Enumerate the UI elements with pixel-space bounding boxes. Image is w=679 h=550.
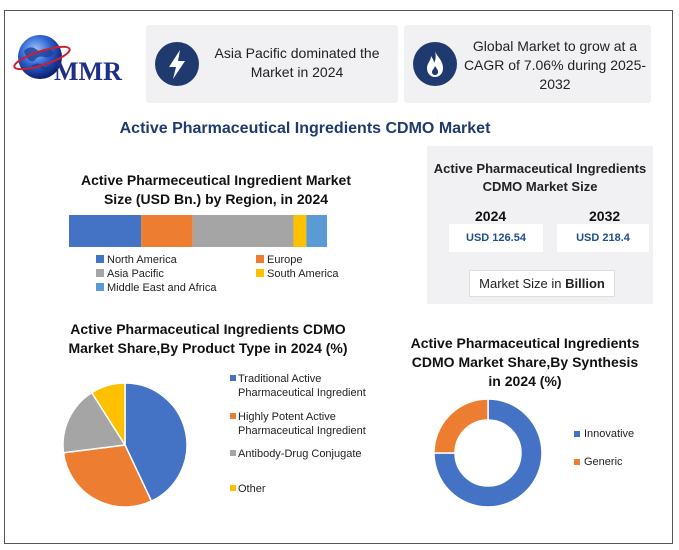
market-size-unit: Market Size in Billion bbox=[469, 270, 615, 297]
legend-label: Highly Potent Active Pharmaceutical Ingr… bbox=[238, 411, 366, 437]
legend-label: South America bbox=[267, 268, 339, 280]
bar-segment-north-america bbox=[69, 215, 142, 247]
legend-item-europe: Europe bbox=[256, 254, 302, 266]
legend-item-middle-east-and-africa: Middle East and Africa bbox=[96, 282, 216, 294]
legend-swatch bbox=[574, 459, 580, 465]
donut-slice-innovative bbox=[433, 398, 543, 508]
bar-segment-asia-pacific bbox=[192, 215, 294, 247]
legend-item-antibody-drug-conjugate: Antibody-Drug Conjugate bbox=[230, 447, 362, 461]
region-chart-title: Active Pharmeceutical Ingredient Market … bbox=[81, 172, 351, 207]
legend-label: Middle East and Africa bbox=[107, 282, 217, 294]
logo-text: MMR bbox=[54, 57, 122, 86]
legend-swatch bbox=[230, 485, 236, 491]
legend-item-highly-potent-active-pharmaceutical-ingredient: Highly Potent Active Pharmaceutical Ingr… bbox=[230, 410, 390, 438]
legend-label: North America bbox=[107, 254, 177, 266]
unit-bold: Billion bbox=[565, 276, 605, 291]
legend-item-south-america: South America bbox=[256, 268, 339, 280]
bar-segment-south-america bbox=[293, 215, 307, 247]
year-2024-label: 2024 bbox=[475, 208, 507, 224]
product-chart-title: Active Pharmaceutical Ingredients CDMO M… bbox=[68, 321, 348, 356]
pie-slice-antibody-drug-conjugate bbox=[62, 391, 127, 454]
pie-slice-traditional-active-pharmaceutical-ingredient bbox=[124, 382, 188, 503]
highlight-text-region: Asia Pacific dominated the Market in 202… bbox=[214, 45, 380, 80]
synthesis-chart-title: Active Pharmaceutical Ingredients CDMO M… bbox=[410, 335, 640, 389]
product-legend: Traditional Active Pharmaceutical Ingred… bbox=[230, 372, 390, 502]
legend-item-innovative: Innovative bbox=[574, 428, 634, 440]
year-2032-label: 2032 bbox=[589, 208, 621, 224]
bar-segment-europe bbox=[141, 215, 193, 247]
legend-swatch bbox=[96, 283, 104, 291]
legend-label: Traditional Active Pharmaceutical Ingred… bbox=[238, 373, 366, 399]
legend-item-asia-pacific: Asia Pacific bbox=[96, 268, 164, 280]
highlight-text-cagr: Global Market to grow at a CAGR of 7.06%… bbox=[463, 38, 647, 92]
legend-item-generic: Generic bbox=[574, 456, 623, 468]
product-pie-chart bbox=[62, 382, 188, 508]
market-size-panel: Active Pharmaceutical Ingredients CDMO M… bbox=[427, 146, 653, 304]
legend-item-north-america: North America bbox=[96, 254, 177, 266]
legend-label: Other bbox=[238, 483, 266, 495]
legend-item-other: Other bbox=[230, 482, 266, 496]
legend-item-traditional-active-pharmaceutical-ingredient: Traditional Active Pharmaceutical Ingred… bbox=[230, 372, 390, 400]
legend-label: Innovative bbox=[584, 428, 635, 440]
unit-prefix: Market Size in bbox=[479, 276, 562, 291]
legend-swatch bbox=[256, 255, 264, 263]
value-2032: USD 218.4 bbox=[557, 224, 649, 252]
donut-slice-generic bbox=[433, 398, 489, 454]
legend-label: Asia Pacific bbox=[107, 268, 164, 280]
lightning-icon bbox=[155, 42, 199, 86]
main-title: Active Pharmaceutical Ingredients CDMO M… bbox=[119, 120, 491, 137]
bar-segment-middle-east-and-africa bbox=[306, 215, 327, 247]
synthesis-legend: Innovative Generic bbox=[574, 428, 654, 472]
region-stacked-bar bbox=[69, 215, 327, 247]
legend-swatch bbox=[230, 375, 236, 381]
synthesis-donut-chart bbox=[433, 398, 543, 508]
market-size-title: Active Pharmaceutical Ingredients CDMO M… bbox=[433, 161, 647, 194]
highlight-box-region: Asia Pacific dominated the Market in 202… bbox=[146, 25, 398, 103]
value-2024: USD 126.54 bbox=[449, 224, 543, 252]
highlight-box-cagr: Global Market to grow at a CAGR of 7.06%… bbox=[404, 25, 651, 103]
legend-swatch bbox=[230, 450, 236, 456]
mmr-logo: MMR bbox=[12, 27, 140, 89]
legend-swatch bbox=[230, 413, 236, 419]
legend-swatch bbox=[256, 269, 264, 277]
flame-icon bbox=[413, 42, 457, 86]
globe-icon bbox=[13, 35, 71, 79]
legend-label: Europe bbox=[267, 254, 303, 266]
legend-label: Antibody-Drug Conjugate bbox=[238, 448, 362, 460]
legend-swatch bbox=[96, 269, 104, 277]
pie-slice-other bbox=[90, 382, 126, 448]
legend-swatch bbox=[574, 431, 580, 437]
region-legend: North America Europe Asia Pacific South Ame… bbox=[96, 254, 396, 298]
legend-swatch bbox=[96, 255, 104, 263]
legend-label: Generic bbox=[584, 456, 623, 468]
pie-slice-highly-potent-active-pharmaceutical-ingredient bbox=[62, 444, 153, 508]
